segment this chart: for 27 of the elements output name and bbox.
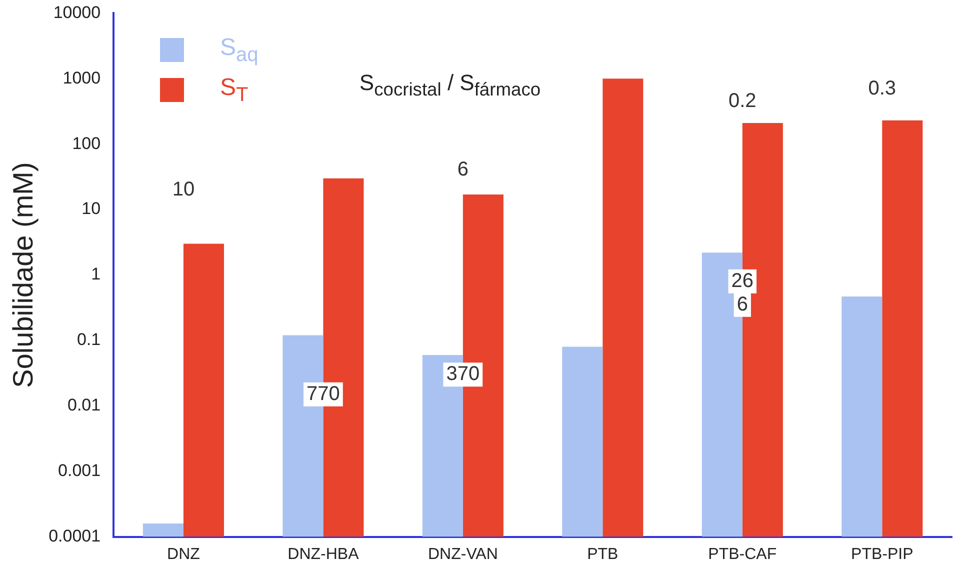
x-tick-label: PTB xyxy=(587,546,618,563)
x-tick-label: PTB-CAF xyxy=(708,546,777,563)
y-tick-label: 1 xyxy=(91,264,101,284)
y-tick-label: 0.0001 xyxy=(48,526,101,546)
y-tick-label: 100 xyxy=(72,134,101,153)
x-tick-label: DNZ xyxy=(167,546,200,563)
legend-label: S$_{aq}$ xyxy=(220,34,258,66)
annotation: 370 xyxy=(446,363,480,386)
legend-label: S$_{T}$ xyxy=(220,74,248,106)
annotation: 6 xyxy=(457,158,468,181)
annotation: 26 xyxy=(731,270,754,292)
annotation: 10 xyxy=(172,178,195,200)
y-tick-label: 10 xyxy=(82,199,101,218)
annotation: 6 xyxy=(736,293,748,316)
y-tick-label: 0.01 xyxy=(68,396,101,415)
y-tick-label: 1000 xyxy=(62,68,101,88)
y-tick-label: 10000 xyxy=(53,2,101,22)
annotation: 0.3 xyxy=(868,77,896,100)
x-tick-label: DNZ-HBA xyxy=(288,546,360,563)
y-tick-label: 0.1 xyxy=(76,330,101,350)
annotation: 770 xyxy=(306,382,340,405)
x-tick-label: PTB-PIP xyxy=(851,546,914,563)
annotation: S$_{cocristal}$ / S$_{fármaco}$ xyxy=(358,70,542,100)
annotation: 0.2 xyxy=(728,90,756,112)
y-tick-label: 0.001 xyxy=(58,461,101,480)
y-axis-title: Solubilidade (mM) xyxy=(8,162,39,388)
x-tick-label: DNZ-VAN xyxy=(428,546,498,563)
